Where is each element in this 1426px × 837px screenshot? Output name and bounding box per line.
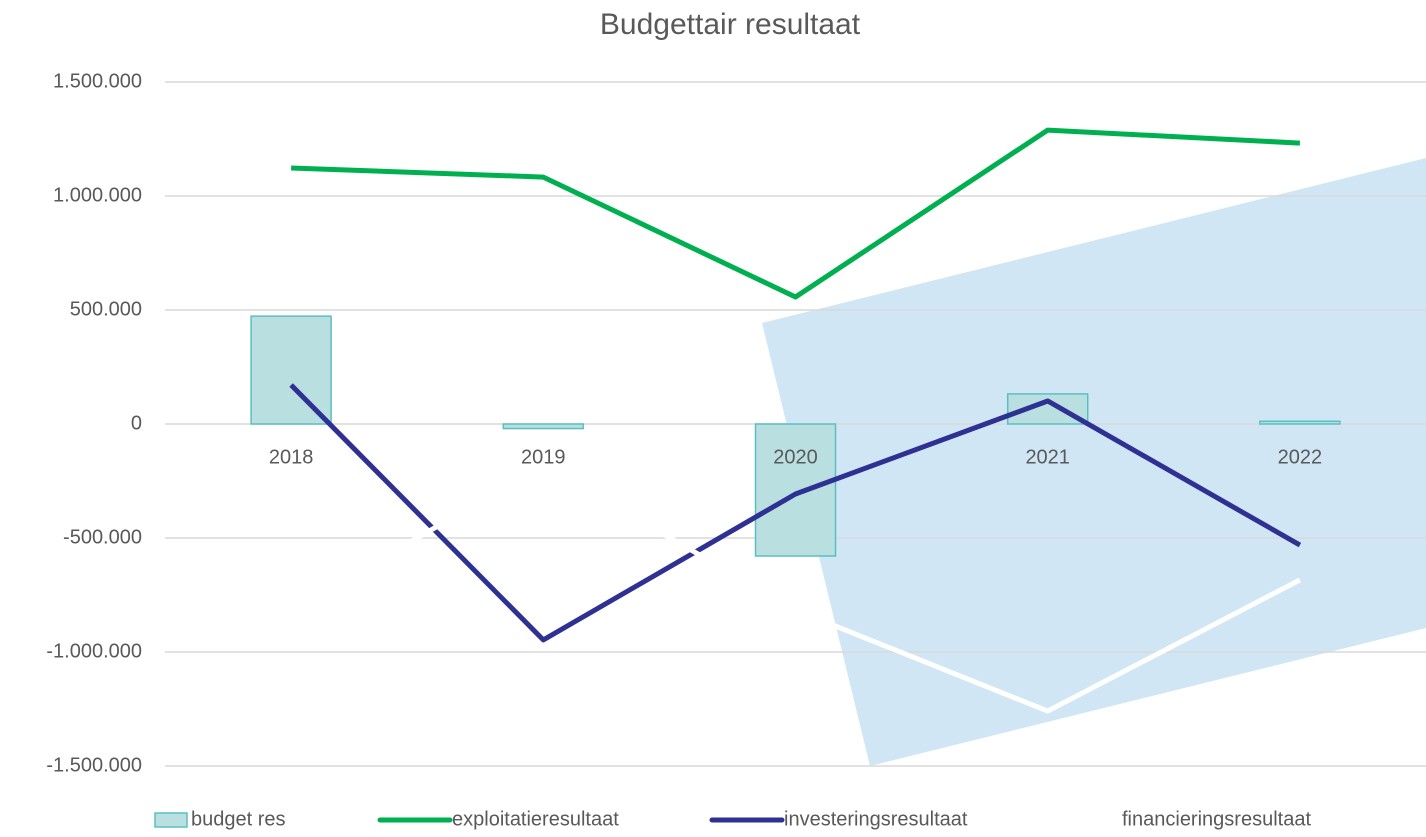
legend-label: financieringsresultaat [1122,808,1311,830]
y-tick-label: 0 [131,412,142,434]
bar [502,423,585,430]
bar [250,315,332,425]
y-tick-label: 500.000 [70,298,142,320]
y-tick-label: 1.000.000 [53,184,142,206]
legend-swatch [154,812,188,828]
y-tick-label: -500.000 [63,526,142,548]
legend-label: investeringsresultaat [784,808,968,830]
bar [1259,420,1341,425]
line [289,462,1302,714]
y-tick-label: -1.000.000 [46,640,142,662]
x-tick-label: 2018 [269,446,314,468]
legend-label: exploitatieresultaat [452,808,619,830]
y-tick-label: -1.500.000 [46,754,142,776]
x-tick-label: 2019 [521,446,566,468]
x-tick-label: 2022 [1278,446,1323,468]
legend-label: budget res [191,808,286,830]
line [291,127,1301,300]
x-tick-label: 2021 [1025,446,1070,468]
line [289,383,1302,643]
bar [754,423,837,557]
y-tick-label: 1.500.000 [53,70,142,92]
background-shape [762,158,1426,766]
x-tick-label: 2020 [773,446,818,468]
chart-title: Budgettair resultaat [600,8,861,41]
